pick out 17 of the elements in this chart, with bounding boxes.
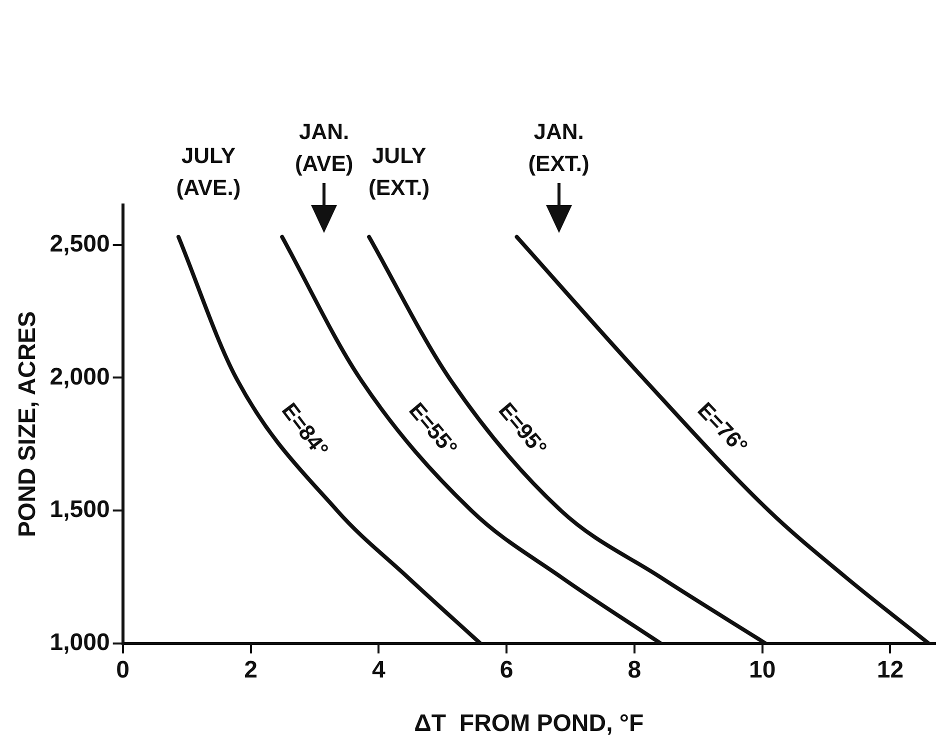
y-axis-title: POND SIZE, ACRES xyxy=(14,311,42,538)
text: JAN. (AVE) xyxy=(294,118,354,176)
series-label: JULY (AVE.) xyxy=(176,142,241,200)
y-tick-label: 1,500 xyxy=(50,496,110,524)
text: JAN. (EXT.) xyxy=(528,118,590,176)
x-tick-label: 6 xyxy=(500,656,514,684)
y-tick-label: 1,000 xyxy=(50,629,110,656)
x-axis-title: ΔT FROM POND, °F xyxy=(414,710,644,738)
y-tick-label: 2,500 xyxy=(50,230,110,258)
x-tick-label: 4 xyxy=(372,656,386,684)
x-tick-label: 8 xyxy=(628,656,642,684)
x-tick-label: 2 xyxy=(244,656,258,684)
x-tick-label: 12 xyxy=(876,656,904,684)
series-label: JULY (EXT.) xyxy=(368,142,430,200)
y-tick-label: 2,000 xyxy=(50,363,110,390)
x-tick-label: 10 xyxy=(748,656,776,684)
x-tick-label: 0 xyxy=(116,656,130,684)
